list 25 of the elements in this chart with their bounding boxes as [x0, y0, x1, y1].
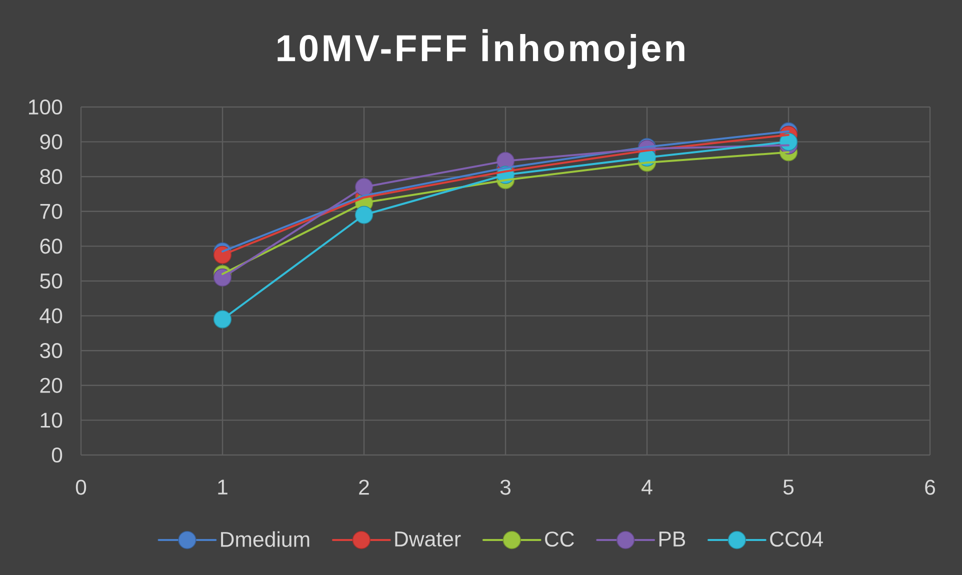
legend-label: CC: [545, 532, 574, 547]
y-tick-label: 80: [40, 169, 62, 184]
y-tick-label: 40: [40, 308, 62, 324]
x-tick-label: 5: [783, 480, 794, 495]
y-tick-label: 0: [52, 447, 62, 463]
legend-label: Dmedium: [221, 531, 310, 547]
y-tick-label: 60: [40, 238, 62, 254]
y-tick-label: 50: [40, 273, 62, 289]
point: [213, 310, 232, 328]
x-tick-label: 6: [925, 480, 935, 495]
y-tick-label: 30: [40, 343, 62, 358]
x-tick-label: 1: [218, 480, 228, 494]
x-tick-label: 0: [76, 480, 86, 495]
x-tick-label: 3: [500, 480, 510, 495]
x-tick-label: 4: [642, 480, 652, 494]
legend-label: PB: [659, 532, 686, 546]
legend-label: CC04: [770, 532, 823, 547]
chart-title: 10MV-FFF İnhomojen: [278, 29, 684, 69]
legend-label: Dwater: [395, 532, 461, 547]
y-tick-label: 90: [40, 134, 62, 150]
y-tick-label: 20: [40, 378, 62, 393]
y-tick-label: 10: [40, 412, 62, 428]
y-tick-label: 70: [40, 204, 62, 219]
y-tick-label: 100: [29, 99, 62, 115]
x-tick-label: 2: [359, 480, 369, 495]
